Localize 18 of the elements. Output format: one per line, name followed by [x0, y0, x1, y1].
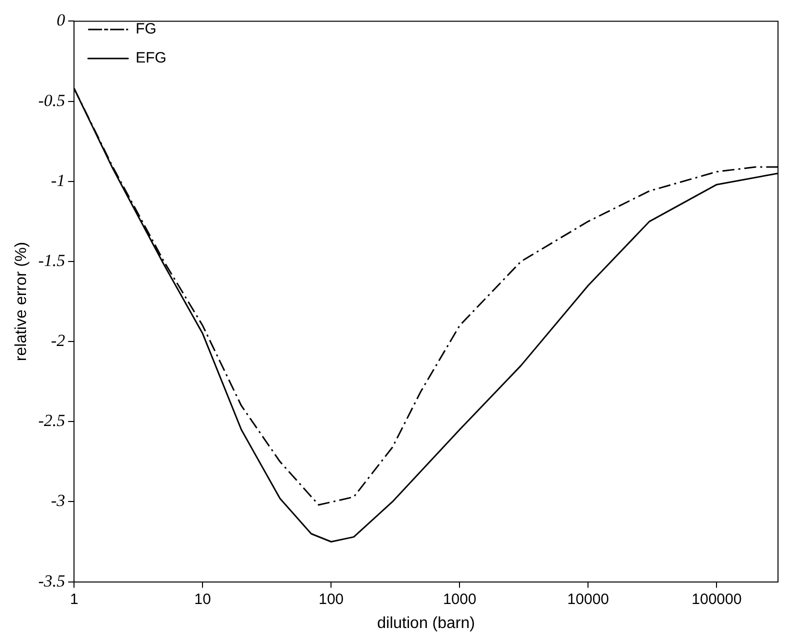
- legend-label: EFG: [136, 50, 166, 67]
- y-tick-label: -3: [50, 491, 66, 510]
- y-tick-label: 0: [56, 10, 66, 30]
- y-tick-label: -2: [50, 331, 66, 350]
- x-tick-label: 10: [194, 590, 211, 608]
- y-tick-label: -0.5: [38, 90, 66, 110]
- x-tick-label: 100: [318, 590, 344, 608]
- y-tick-label: -3.5: [38, 571, 66, 590]
- x-axis-title: dilution (barn): [377, 614, 475, 632]
- y-axis-title: relative error (%): [13, 242, 30, 362]
- x-tick-label: 10000: [567, 590, 610, 608]
- legend-label: FG: [136, 20, 156, 38]
- x-tick-label: 100000: [692, 590, 742, 608]
- y-tick-label: -1.5: [38, 250, 66, 270]
- y-tick-label: -2.5: [38, 411, 66, 430]
- y-tick-label: -1: [50, 170, 66, 190]
- x-tick-label: 1: [70, 590, 78, 608]
- x-tick-label: 1000: [442, 590, 476, 608]
